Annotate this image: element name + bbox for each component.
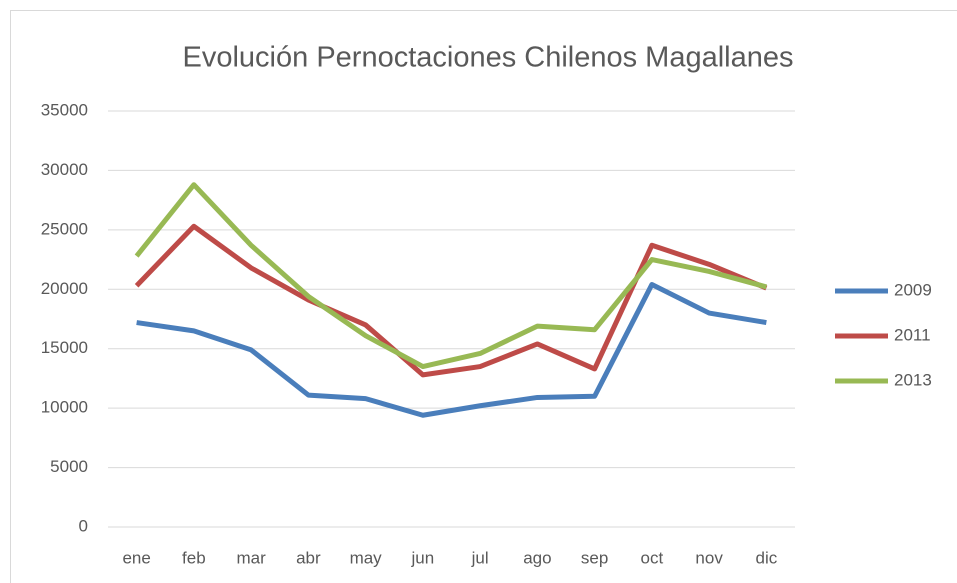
legend-label: 2013: [894, 370, 932, 389]
x-tick-label: jun: [411, 548, 435, 567]
x-tick-label: mar: [236, 548, 266, 567]
chart-border: [10, 10, 957, 583]
line-series: [136, 282, 767, 418]
line-series: [134, 223, 768, 378]
y-tick-label: 35000: [41, 100, 88, 119]
x-tick-label: jul: [471, 548, 489, 567]
x-tick-label: ago: [523, 548, 551, 567]
y-tick-label: 15000: [41, 338, 88, 357]
x-tick-label: nov: [695, 548, 723, 567]
x-tick-label: dic: [756, 548, 778, 567]
legend-label: 2009: [894, 280, 932, 299]
y-tick-label: 10000: [41, 398, 88, 417]
y-tick-label: 25000: [41, 219, 88, 238]
x-tick-label: ene: [122, 548, 150, 567]
legend-label: 2011: [894, 325, 931, 344]
x-tick-label: oct: [641, 548, 664, 567]
x-tick-label: abr: [296, 548, 321, 567]
x-tick-label: may: [350, 548, 383, 567]
x-tick-label: sep: [581, 548, 608, 567]
chart-title: Evolución Pernoctaciones Chilenos Magall…: [183, 42, 794, 74]
y-tick-label: 0: [79, 516, 88, 535]
y-tick-label: 30000: [41, 160, 88, 179]
y-tick-label: 5000: [50, 457, 88, 476]
x-tick-label: feb: [182, 548, 206, 567]
y-tick-label: 20000: [41, 279, 88, 298]
line-series: [134, 182, 768, 370]
